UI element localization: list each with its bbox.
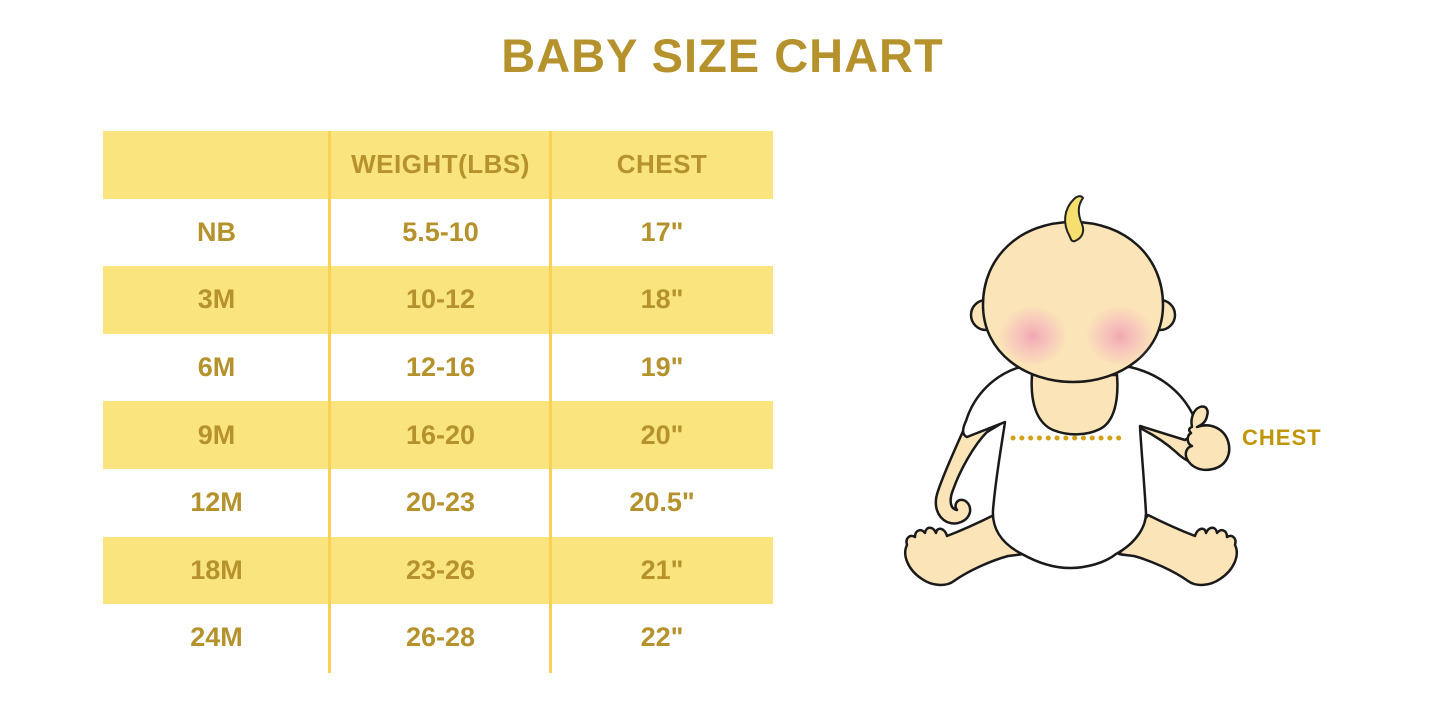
chest-cell: 19" <box>640 352 684 383</box>
chest-cell: 18" <box>640 284 684 315</box>
baby-diagram-svg: CHEST <box>904 195 1322 587</box>
table-row: 9M 16-20 20" <box>103 401 773 469</box>
chest-cell: 17" <box>640 216 684 247</box>
size-cell: 12M <box>190 487 243 518</box>
weight-cell: 26-28 <box>405 622 476 653</box>
chest-label: CHEST <box>1242 425 1322 450</box>
weight-cell: 10-12 <box>405 284 476 315</box>
table-row: NB 5.5-10 17" <box>103 199 773 267</box>
chest-cell: 20.5" <box>629 487 695 518</box>
header-chest: CHEST <box>616 149 708 180</box>
baby-right-fist <box>1184 405 1231 472</box>
table-header-row: WEIGHT(LBS) CHEST <box>103 131 773 199</box>
table-row: 12M 20-23 20.5" <box>103 469 773 537</box>
table-row: 6M 12-16 19" <box>103 334 773 402</box>
baby-neck <box>1030 373 1119 436</box>
weight-cell: 5.5-10 <box>402 216 479 247</box>
baby-left-leg <box>904 513 1025 587</box>
size-cell: 6M <box>197 352 236 383</box>
baby-right-blush <box>1086 302 1154 364</box>
chest-cell: 20" <box>640 419 684 450</box>
baby-illustration: CHEST <box>890 175 1360 605</box>
size-cell: 9M <box>197 419 236 450</box>
size-cell: 24M <box>190 622 243 653</box>
table-row: 3M 10-12 18" <box>103 266 773 334</box>
column-divider <box>549 131 552 673</box>
weight-cell: 16-20 <box>405 419 476 450</box>
weight-cell: 23-26 <box>405 554 476 585</box>
baby-hair-curl <box>1064 195 1085 243</box>
size-cell: 18M <box>190 554 243 585</box>
column-divider <box>328 131 331 673</box>
header-weight: WEIGHT(LBS) <box>351 149 530 180</box>
baby-right-leg <box>1117 513 1238 587</box>
table-row: 24M 26-28 22" <box>103 604 773 672</box>
table-row: 18M 23-26 21" <box>103 536 773 605</box>
weight-cell: 20-23 <box>405 487 476 518</box>
weight-cell: 12-16 <box>405 352 476 383</box>
header-size <box>103 131 330 199</box>
chest-cell: 22" <box>640 622 684 653</box>
size-cell: NB <box>197 216 236 247</box>
chest-cell: 21" <box>640 554 684 585</box>
page-title: BABY SIZE CHART <box>501 29 944 82</box>
baby-left-arm <box>934 421 1004 525</box>
baby-left-blush <box>999 302 1067 364</box>
size-table: WEIGHT(LBS) CHEST NB 5.5-10 17" 3M 10-12… <box>103 131 773 673</box>
size-cell: 3M <box>197 284 236 315</box>
